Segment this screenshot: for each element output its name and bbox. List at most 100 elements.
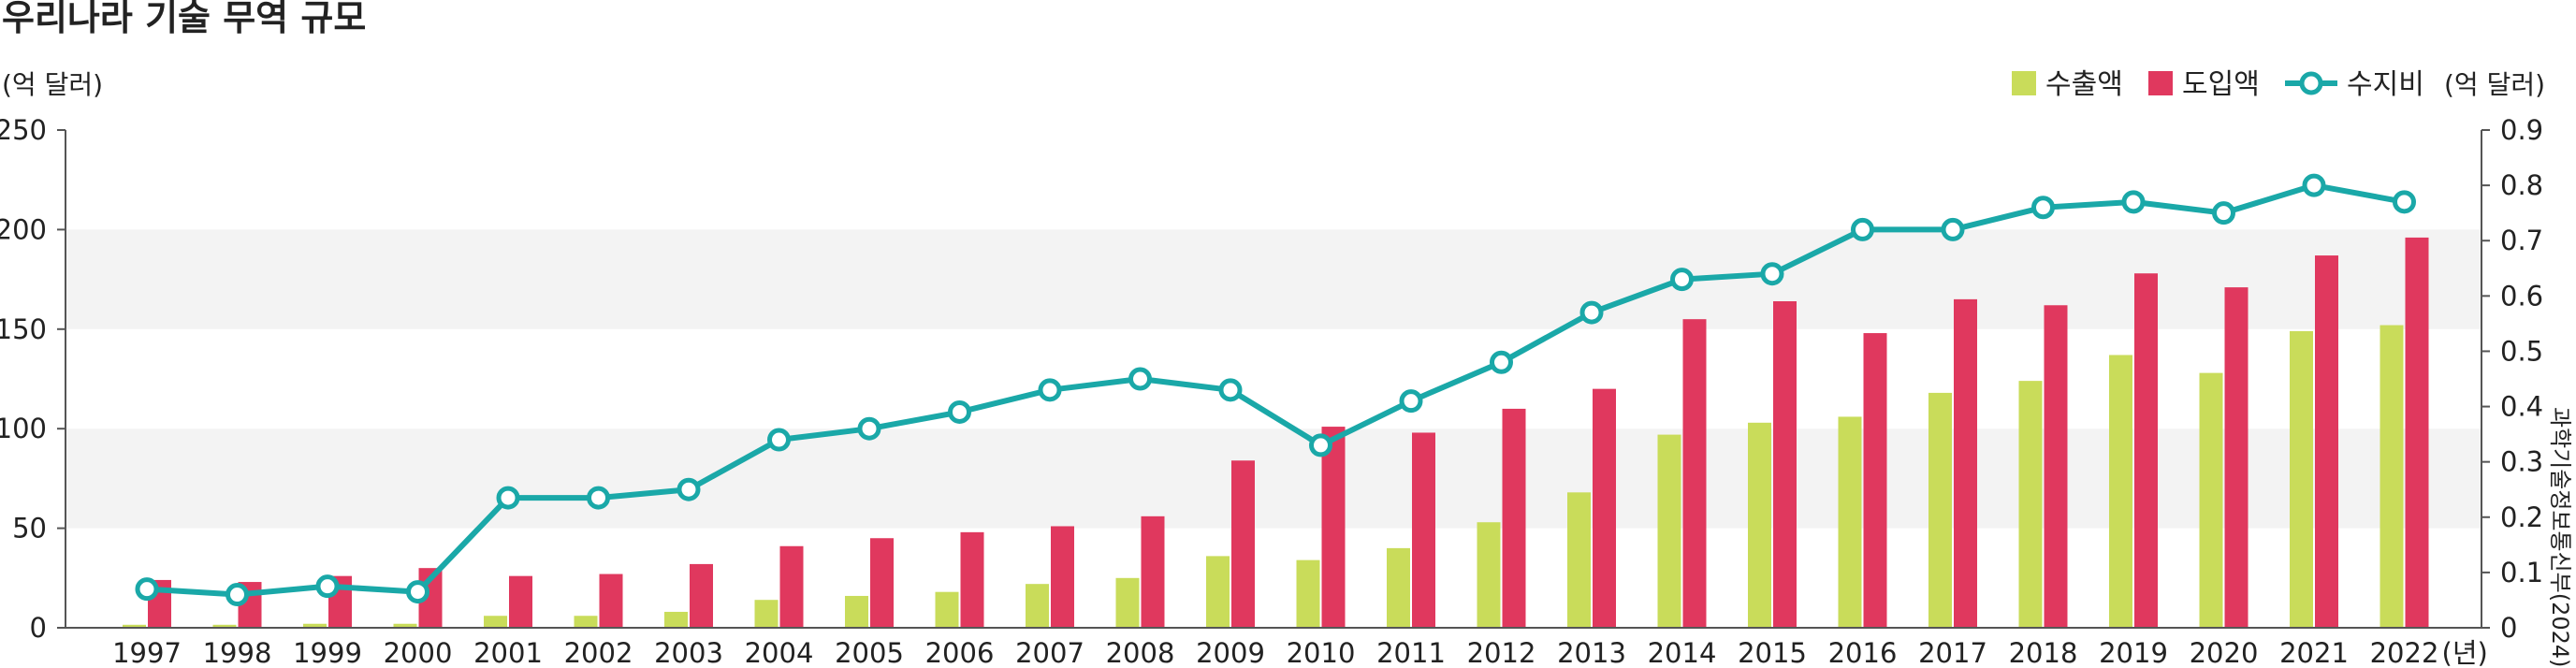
x-tick-label: 2002 — [564, 637, 633, 668]
x-tick-label: 2005 — [835, 637, 904, 668]
point-ratio-2003 — [677, 477, 701, 501]
bar-export-2015 — [1748, 422, 1771, 628]
bar-import-2017 — [1954, 298, 1977, 628]
x-tick-label: 2021 — [2279, 637, 2349, 668]
bar-export-2004 — [754, 600, 779, 628]
bar-export-1997 — [123, 624, 146, 628]
bar-import-2021 — [2315, 255, 2338, 628]
bar-import-2013 — [1593, 388, 1616, 628]
bar-export-1999 — [303, 623, 327, 628]
x-tick-label: 2008 — [1106, 637, 1175, 668]
bar-export-2013 — [1567, 492, 1591, 628]
bar-export-2005 — [845, 595, 868, 628]
x-tick-label: 2010 — [1287, 637, 1356, 668]
bar-export-2012 — [1477, 522, 1501, 628]
bar-export-2001 — [484, 616, 507, 628]
y2-tick-label: 0.8 — [2500, 169, 2543, 201]
y2-tick-label: 0 — [2500, 612, 2517, 644]
bar-export-2002 — [574, 616, 598, 628]
point-ratio-2012 — [1490, 350, 1513, 374]
point-ratio-2016 — [1851, 217, 1874, 241]
bar-import-2014 — [1682, 319, 1707, 628]
x-tick-label: 2013 — [1557, 637, 1626, 668]
point-ratio-2019 — [2121, 190, 2146, 214]
x-tick-label: 2020 — [2190, 637, 2259, 668]
y-tick-label: 0 — [30, 612, 47, 644]
bar-export-2016 — [1838, 416, 1862, 628]
y2-tick-label: 0.1 — [2500, 557, 2543, 588]
y2-tick-label: 0.7 — [2500, 225, 2543, 256]
bar-import-2016 — [1863, 333, 1887, 628]
x-tick-label: 1997 — [112, 637, 182, 668]
bar-import-2006 — [960, 531, 984, 628]
bar-export-2009 — [1206, 556, 1230, 628]
point-ratio-2005 — [857, 416, 881, 441]
x-tick-label: 2014 — [1648, 637, 1717, 668]
point-ratio-2020 — [2212, 201, 2235, 225]
x-tick-label: 1999 — [293, 637, 362, 668]
y-tick-label: 150 — [0, 313, 47, 345]
point-ratio-2001 — [496, 486, 520, 510]
bar-export-2003 — [664, 611, 688, 628]
x-tick-label: 2007 — [1015, 637, 1084, 668]
x-tick-label: 1998 — [203, 637, 272, 668]
point-ratio-2011 — [1399, 389, 1423, 414]
legend-label-ratio: 수지비 — [2347, 68, 2424, 101]
x-tick-label: 2018 — [2009, 637, 2078, 668]
y-tick-label: 250 — [0, 114, 47, 146]
point-ratio-2017 — [1941, 217, 1965, 241]
x-tick-label: 2016 — [1828, 637, 1898, 668]
y2-tick-label: 0.2 — [2500, 501, 2543, 533]
bar-import-2018 — [2044, 305, 2068, 628]
bar-import-2019 — [2134, 273, 2158, 628]
bar-export-2022 — [2380, 325, 2404, 628]
x-tick-label: 2001 — [473, 637, 543, 668]
x-tick-label: 2003 — [654, 637, 723, 668]
bar-export-2006 — [935, 591, 959, 628]
y2-tick-label: 0.9 — [2500, 114, 2543, 146]
bar-export-2018 — [2018, 381, 2043, 628]
right-axis-unit: (억 달러) — [2444, 69, 2545, 100]
x-tick-label: 2012 — [1467, 637, 1536, 668]
point-ratio-2015 — [1760, 262, 1784, 286]
bar-import-2020 — [2224, 287, 2249, 628]
bar-export-2010 — [1296, 559, 1320, 628]
bar-import-2001 — [509, 575, 532, 628]
point-ratio-1999 — [315, 574, 340, 599]
point-ratio-2013 — [1579, 300, 1604, 325]
bar-import-2004 — [779, 545, 804, 628]
bar-import-2015 — [1773, 301, 1797, 628]
point-ratio-2010 — [1309, 433, 1332, 457]
point-ratio-2018 — [2031, 196, 2055, 220]
x-tick-label: 2022 — [2370, 637, 2439, 668]
bar-import-2008 — [1141, 516, 1165, 628]
point-ratio-2021 — [2302, 173, 2326, 197]
point-ratio-2022 — [2393, 190, 2416, 214]
x-tick-label: 2009 — [1196, 637, 1265, 668]
y-tick-label: 50 — [12, 513, 47, 545]
legend-marker-ratio — [2299, 71, 2323, 95]
point-ratio-2009 — [1218, 378, 1243, 402]
point-ratio-2008 — [1128, 367, 1152, 391]
point-ratio-2004 — [767, 428, 791, 452]
point-ratio-2002 — [587, 486, 610, 510]
bar-import-2022 — [2405, 237, 2429, 629]
chart-title: 우리나라 기술 무역 규모 — [2, 0, 366, 38]
bar-import-2011 — [1412, 432, 1435, 628]
bar-export-2020 — [2199, 372, 2223, 628]
x-tick-label: 2000 — [384, 637, 453, 668]
bar-import-2005 — [870, 538, 894, 628]
line-ratio — [146, 182, 2406, 598]
bar-import-2010 — [1321, 427, 1346, 628]
point-ratio-2007 — [1038, 378, 1062, 402]
legend: 수출액 도입액 수지비 (억 달러) — [2012, 68, 2545, 101]
x-axis-unit: (년) — [2442, 637, 2488, 668]
legend-label-export: 수출액 — [2045, 68, 2123, 101]
y-tick-label: 100 — [0, 413, 47, 444]
y-tick-label: 200 — [0, 213, 47, 245]
x-tick-label: 2019 — [2099, 637, 2168, 668]
x-tick-label: 2006 — [925, 637, 995, 668]
bar-export-2021 — [2290, 330, 2313, 628]
point-ratio-2014 — [1670, 268, 1694, 292]
